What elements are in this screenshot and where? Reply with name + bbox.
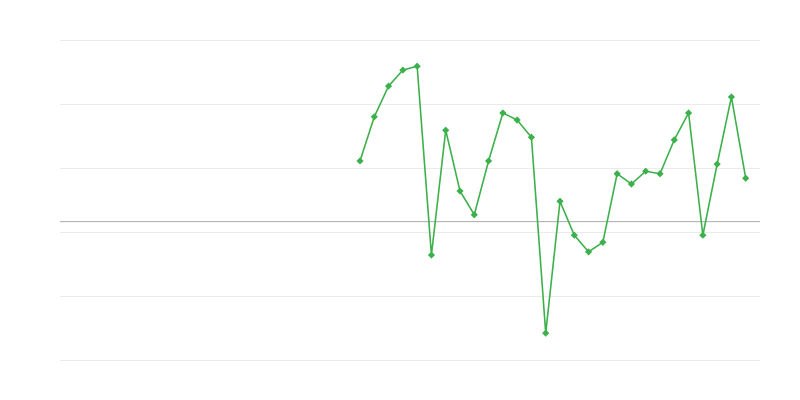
data-point (742, 174, 750, 182)
data-point (470, 211, 478, 219)
data-point (584, 248, 593, 256)
data-point (413, 62, 421, 70)
data-point (642, 167, 650, 175)
data-point (727, 93, 736, 101)
data-point (427, 251, 436, 259)
data-point (570, 231, 578, 239)
data-point (456, 187, 464, 195)
data-point (613, 170, 621, 178)
series-line (359, 65, 747, 334)
data-point (713, 160, 721, 168)
data-point (356, 157, 364, 165)
data-point (384, 82, 393, 90)
data-point (527, 133, 536, 141)
data-point (513, 116, 521, 124)
data-point (670, 136, 678, 144)
data-point (484, 157, 493, 165)
data-point (599, 238, 607, 246)
data-point (542, 329, 550, 337)
data-point (399, 66, 407, 74)
series-group (356, 62, 750, 337)
data-point (499, 109, 507, 117)
data-point (442, 126, 450, 134)
gridlines (60, 40, 760, 361)
data-point (556, 197, 564, 205)
data-point (684, 109, 693, 117)
data-point (656, 170, 664, 178)
data-point (370, 113, 378, 121)
data-point (627, 180, 636, 188)
data-point (699, 231, 707, 239)
